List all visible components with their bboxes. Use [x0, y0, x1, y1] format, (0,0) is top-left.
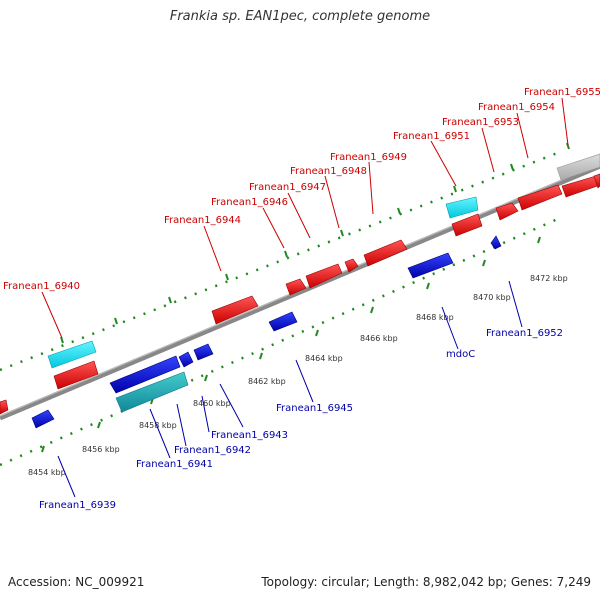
gene-label: Franean1_6942: [174, 445, 251, 456]
bottom-major-ticks: [41, 236, 541, 453]
top-gene-labels: Franean1_6940 Franean1_6944 Franean1_694…: [3, 87, 600, 292]
gene-franean1-6941-rna[interactable]: [115, 371, 189, 413]
gene-label: Franean1_6951: [393, 131, 470, 142]
gene-franean1-6945[interactable]: [268, 311, 298, 332]
gene-label: Franean1_6955: [524, 87, 600, 98]
gene-label: Franean1_6946: [211, 197, 288, 208]
gene-label: Franean1_6939: [39, 500, 116, 511]
kbp-label: 8472 kbp: [530, 274, 568, 283]
topology-label: Topology: circular; Length: 8,982,042 bp…: [261, 575, 591, 589]
gene-franean1-6955-extra[interactable]: [593, 173, 600, 189]
gene-franean1-6946[interactable]: [285, 278, 307, 296]
gene-label: Franean1_6945: [276, 403, 353, 414]
gene-label: Franean1_6954: [478, 102, 555, 113]
gene-label: Franean1_6947: [249, 182, 326, 193]
gene-franean1-6951[interactable]: [451, 213, 483, 237]
gene-label: Franean1_6949: [330, 152, 407, 163]
gene-franean1-6948[interactable]: [344, 258, 359, 273]
gene-franean1-6940[interactable]: [53, 360, 99, 390]
kbp-label: 8460 kbp: [193, 399, 231, 408]
gene-franean1-6942[interactable]: [178, 351, 194, 368]
gene-franean1-6955[interactable]: [561, 175, 600, 198]
forward-genes[interactable]: [0, 153, 600, 415]
map-title: Frankia sp. EAN1pec, complete genome: [169, 9, 431, 24]
kbp-label: 8464 kbp: [305, 354, 343, 363]
gene-franean1-6953[interactable]: [495, 202, 519, 221]
kbp-labels: 8454 kbp 8456 kbp 8458 kbp 8460 kbp 8462…: [28, 274, 568, 477]
kbp-label: 8458 kbp: [139, 421, 177, 430]
gene-franean1-6954[interactable]: [517, 184, 563, 211]
top-tick-track: [0, 150, 561, 372]
gene-label: Franean1_6941: [136, 459, 213, 470]
gene-franean1-6941[interactable]: [109, 355, 181, 394]
gene-other[interactable]: [556, 153, 600, 181]
gene-franean1-6947[interactable]: [305, 263, 343, 289]
top-connectors: [41, 97, 569, 339]
gene-label: Franean1_6953: [442, 117, 519, 128]
kbp-label: 8454 kbp: [28, 468, 66, 477]
gene-label: Franean1_6940: [3, 281, 80, 292]
gene-label: mdoC: [446, 349, 475, 360]
kbp-label: 8462 kbp: [248, 377, 286, 386]
gene-franean1-6949[interactable]: [363, 239, 408, 267]
kbp-label: 8466 kbp: [360, 334, 398, 343]
gene-left-edge[interactable]: [0, 399, 9, 415]
gene-label: Franean1_6943: [211, 430, 288, 441]
gene-mdoc[interactable]: [407, 252, 454, 279]
top-major-ticks: [60, 142, 570, 344]
gene-franean1-6943[interactable]: [193, 343, 214, 361]
kbp-label: 8468 kbp: [416, 313, 454, 322]
gene-label: Franean1_6948: [290, 166, 367, 177]
gene-franean1-6939[interactable]: [31, 409, 55, 429]
gene-franean1-6944[interactable]: [211, 295, 259, 325]
gene-label: Franean1_6944: [164, 215, 241, 226]
bottom-tick-track: [0, 216, 561, 467]
gene-franean1-6952[interactable]: [490, 235, 502, 250]
bottom-connectors: [57, 280, 523, 498]
kbp-label: 8470 kbp: [473, 293, 511, 302]
gene-franean1-6940-rna[interactable]: [47, 340, 97, 369]
gene-label: Franean1_6952: [486, 328, 563, 339]
bottom-gene-labels: Franean1_6939 Franean1_6941 Franean1_694…: [39, 328, 563, 511]
gene-franean1-6951-rna[interactable]: [445, 196, 479, 219]
accession-label: Accession: NC_009921: [8, 575, 145, 589]
reverse-genes[interactable]: [31, 235, 502, 429]
kbp-label: 8456 kbp: [82, 445, 120, 454]
